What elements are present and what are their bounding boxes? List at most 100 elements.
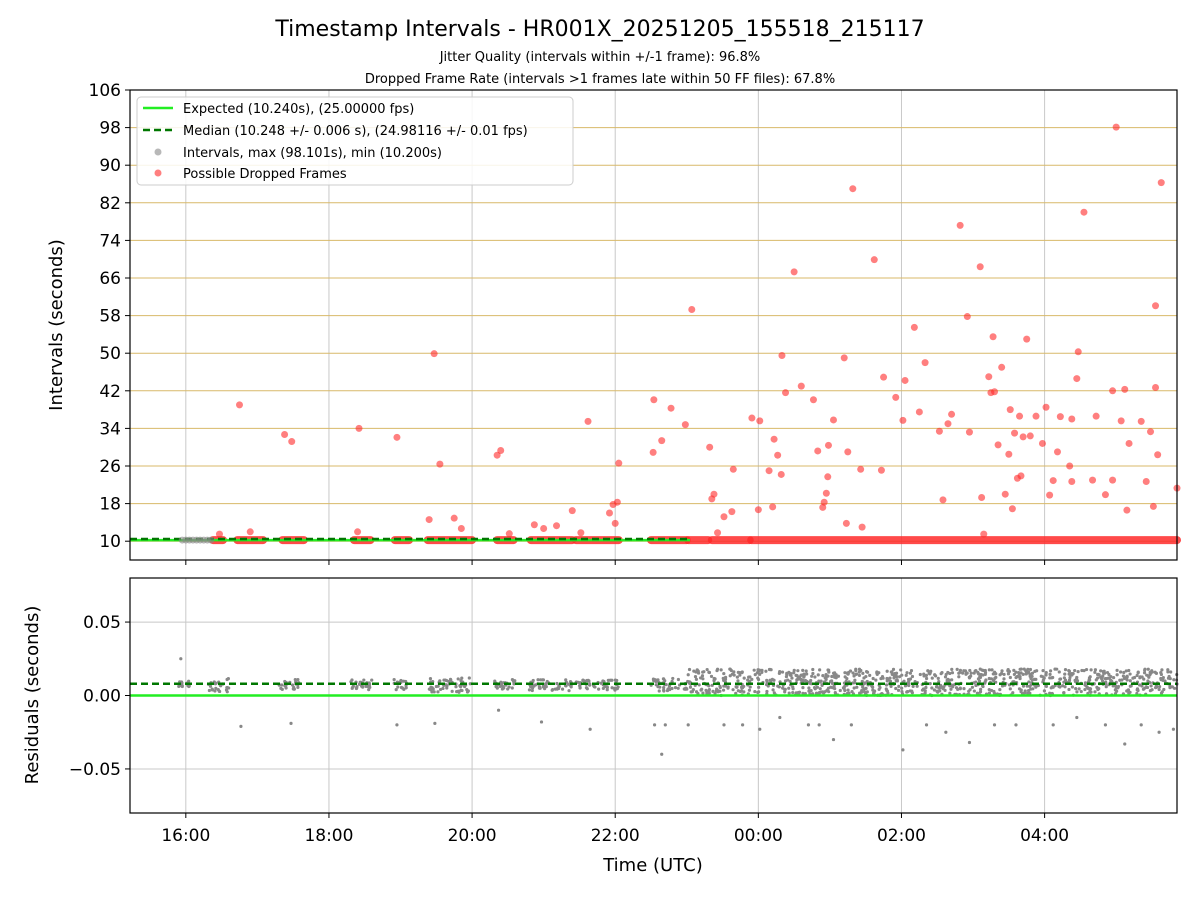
dropped-frame-point <box>1019 433 1027 441</box>
residual-point <box>983 672 987 676</box>
residual-point <box>657 689 661 693</box>
residual-point <box>776 684 780 688</box>
residual-point <box>897 675 902 679</box>
residual-point <box>1119 670 1123 674</box>
dropped-frame-point <box>1121 385 1129 393</box>
residual-point <box>847 670 851 674</box>
residual-point <box>877 687 881 692</box>
dropped-frame-point <box>1109 387 1117 395</box>
residual-outlier-point <box>539 720 544 724</box>
residual-point <box>1162 687 1166 692</box>
dropped-frame-point <box>901 376 909 384</box>
residual-point <box>1083 687 1087 692</box>
residual-point <box>707 691 711 695</box>
residual-point <box>1063 668 1068 672</box>
residual-point <box>1127 691 1131 695</box>
residual-point <box>663 679 667 683</box>
residual-point <box>392 678 396 682</box>
residual-point <box>284 686 288 690</box>
residual-point <box>928 682 932 686</box>
residual-point <box>1127 668 1131 673</box>
residual-point <box>599 681 603 685</box>
bottom-x-tick-label: 02:00 <box>877 826 926 846</box>
residual-point <box>894 686 898 691</box>
residual-point <box>529 684 534 688</box>
chart-title: Timestamp Intervals - HR001X_20251205_15… <box>274 17 924 42</box>
residual-point <box>296 685 300 689</box>
residual-point <box>1145 673 1149 677</box>
residual-point <box>585 678 589 683</box>
residual-point <box>871 676 875 681</box>
dropped-frame-point <box>1026 432 1034 440</box>
dropped-frame-point <box>857 465 865 473</box>
residual-point <box>1103 676 1107 681</box>
top-y-tick-label: 66 <box>99 269 121 289</box>
residual-point <box>728 667 732 671</box>
residual-point <box>1049 686 1053 690</box>
residual-point <box>1125 678 1129 682</box>
residual-point <box>786 678 790 682</box>
top-y-tick-label: 18 <box>99 495 121 515</box>
residual-outlier-point <box>817 723 821 727</box>
residual-point <box>225 677 229 682</box>
residual-point <box>1105 670 1110 675</box>
residual-point <box>967 675 971 679</box>
residual-point <box>748 675 752 679</box>
residual-point <box>818 687 822 691</box>
residual-point <box>891 667 896 671</box>
legend-box <box>136 96 574 186</box>
residual-point <box>1124 669 1128 673</box>
legend-expected-label: Expected (10.240s), (25.00000 fps) <box>183 102 414 117</box>
residual-point <box>721 688 726 692</box>
legend-median-label: Median (10.248 +/- 0.006 s), (24.98116 +… <box>183 124 528 139</box>
dropped-frame-point <box>1157 179 1165 187</box>
chart-subtitle-dropped: Dropped Frame Rate (intervals >1 frames … <box>365 72 835 87</box>
dropped-frame-point <box>505 530 513 538</box>
dropped-frame-point <box>849 185 857 193</box>
residual-point <box>791 690 795 695</box>
dropped-frame-point <box>829 416 837 424</box>
residual-point <box>915 684 919 688</box>
residual-point <box>1122 670 1126 675</box>
residual-point <box>1169 670 1173 674</box>
residual-point <box>897 684 901 688</box>
residual-point <box>928 672 932 676</box>
dropped-frame-point <box>1101 491 1109 499</box>
residual-point <box>1022 667 1026 671</box>
residual-point <box>827 668 831 672</box>
residual-point <box>868 673 872 678</box>
residual-point <box>1084 667 1089 672</box>
dropped-frame-point <box>748 414 756 422</box>
dropped-frame-point <box>1006 406 1014 414</box>
residual-point <box>567 689 571 693</box>
dropped-frame-point <box>965 428 973 436</box>
residual-point <box>1094 678 1098 682</box>
residual-point <box>686 673 690 677</box>
residual-point <box>1146 667 1150 671</box>
dropped-frame-point <box>980 530 988 538</box>
residual-point <box>1028 684 1032 688</box>
residual-outlier-point <box>686 723 690 727</box>
residual-point <box>582 679 586 683</box>
dropped-frame-point <box>650 396 658 404</box>
dropped-frame-point <box>281 431 289 439</box>
residual-point <box>789 672 793 676</box>
residual-outlier-point <box>722 723 726 727</box>
dropped-frame-point <box>1137 417 1145 425</box>
residual-point <box>836 674 841 678</box>
residual-point <box>841 686 846 690</box>
residual-point <box>1142 671 1147 675</box>
residual-point <box>701 670 705 674</box>
residual-point <box>943 675 948 679</box>
residual-point <box>1015 675 1019 679</box>
residual-point <box>367 681 371 685</box>
dropped-frame-point <box>858 523 866 531</box>
residual-point <box>801 668 805 672</box>
residual-point <box>830 681 835 685</box>
residual-point <box>826 686 831 690</box>
residual-outlier-point <box>1157 730 1161 734</box>
residual-point <box>530 688 534 693</box>
residual-point <box>1143 667 1147 671</box>
bottom-axes: 16:00 18:00 20:00 22:00 00:00 02:00 04:00 0.05 0… <box>69 613 1069 846</box>
residual-point <box>765 678 769 682</box>
